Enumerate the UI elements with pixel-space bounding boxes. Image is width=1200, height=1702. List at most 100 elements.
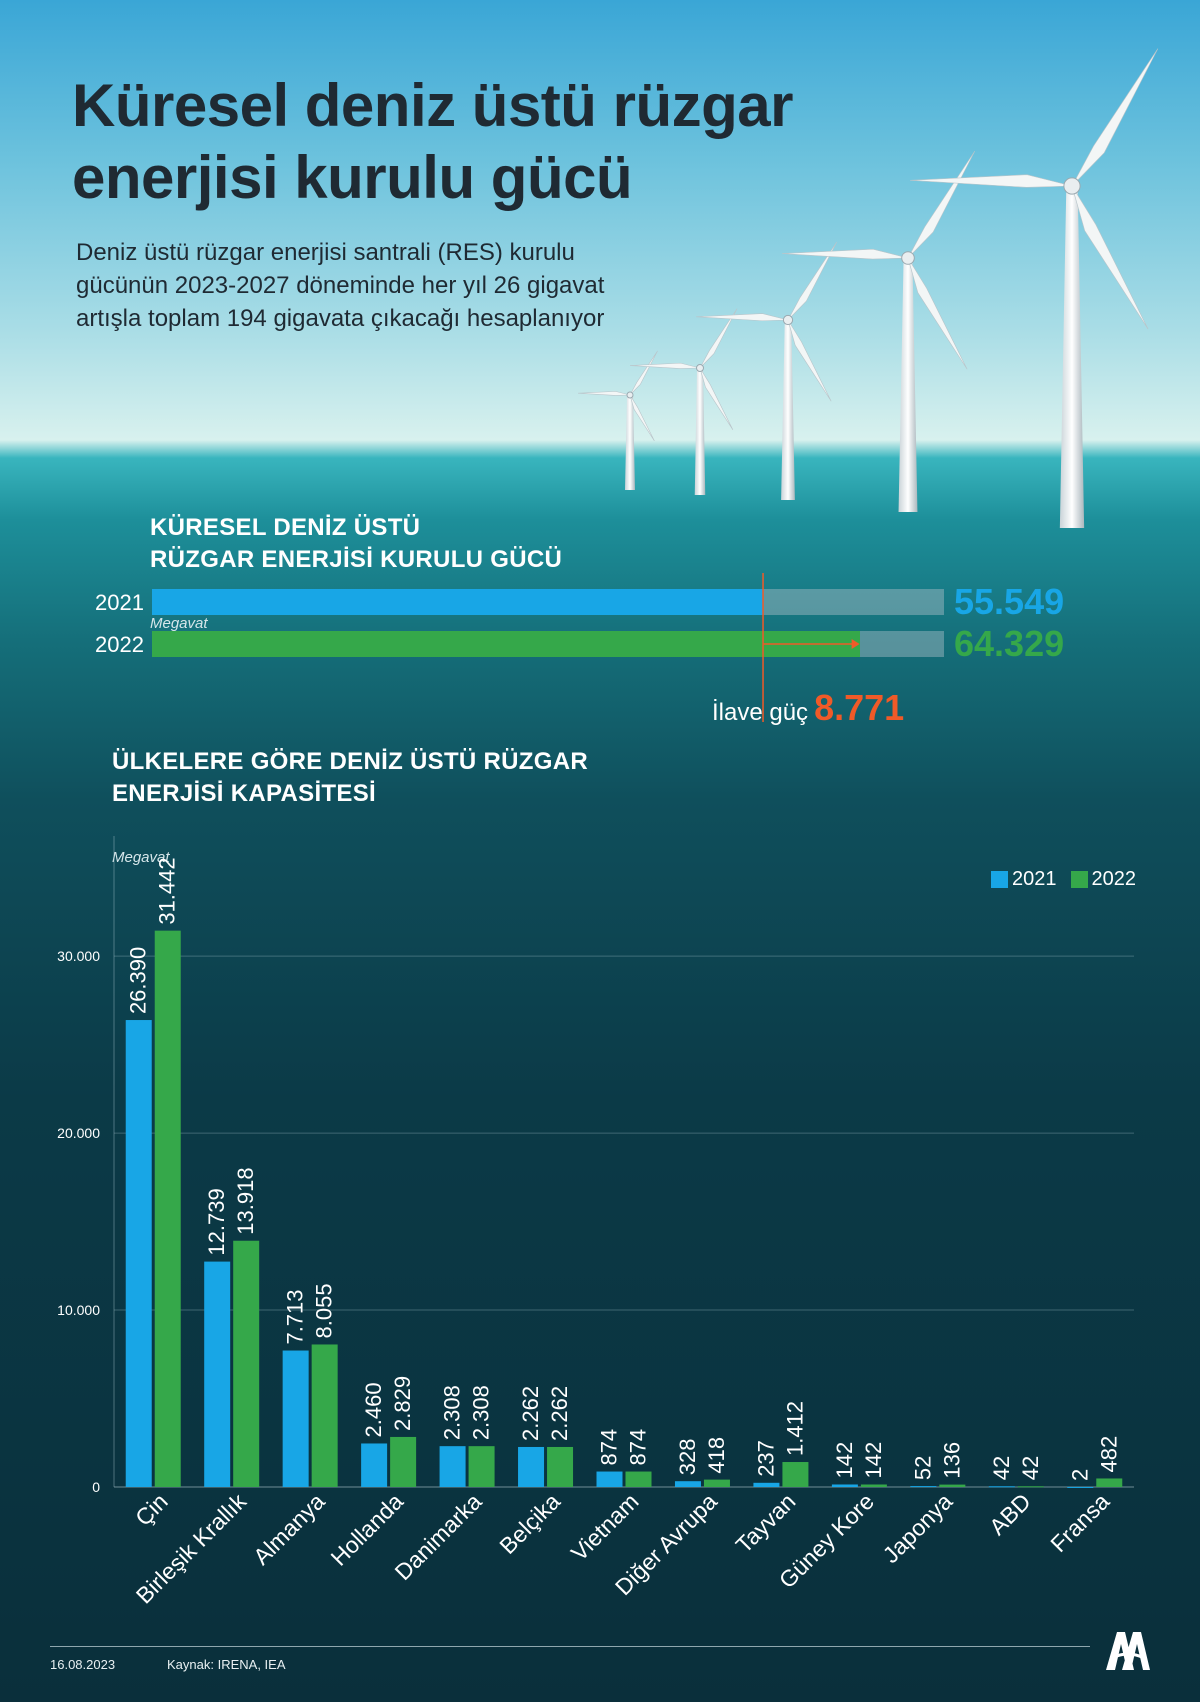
bar-value-label: 2.829 bbox=[390, 1376, 415, 1431]
additional-capacity-annotation: İlave güç 8.771 bbox=[712, 688, 904, 733]
legend-swatch-2021 bbox=[991, 871, 1008, 888]
bar-value-label: 142 bbox=[832, 1442, 857, 1479]
bar-value-label: 2 bbox=[1067, 1469, 1092, 1481]
bar-2022 bbox=[547, 1446, 574, 1487]
bar-value-label: 42 bbox=[989, 1456, 1014, 1480]
legend-label-2021: 2021 bbox=[1012, 868, 1057, 890]
global-bar-2021 bbox=[152, 589, 764, 615]
bar-2021 bbox=[674, 1481, 701, 1487]
wind-turbine-icon bbox=[696, 241, 838, 500]
category-label: Tayvan bbox=[731, 1488, 801, 1558]
legend-item-2022: 2022 bbox=[1070, 868, 1137, 891]
bar-2021 bbox=[1067, 1486, 1094, 1488]
y-tick-label: 20.000 bbox=[57, 1125, 100, 1142]
bar-2021 bbox=[204, 1261, 231, 1487]
bar-2021 bbox=[439, 1446, 466, 1487]
global-value-2021: 55.549 bbox=[954, 581, 1065, 622]
bar-2022 bbox=[468, 1446, 495, 1487]
bar-value-label: 142 bbox=[861, 1442, 886, 1479]
bar-2021 bbox=[831, 1484, 858, 1487]
country-capacity-title: ÜLKELERE GÖRE DENİZ ÜSTÜ RÜZGAR ENERJİSİ… bbox=[112, 746, 588, 874]
bar-2021 bbox=[988, 1486, 1015, 1488]
bar-value-label: 136 bbox=[939, 1442, 964, 1479]
bar-value-label: 26.390 bbox=[126, 947, 151, 1014]
global-value-2022: 64.329 bbox=[954, 623, 1065, 664]
bar-value-label: 418 bbox=[704, 1437, 729, 1474]
global-capacity-title: KÜRESEL DENİZ ÜSTÜ RÜZGAR ENERJİSİ KURUL… bbox=[150, 512, 562, 640]
bar-2022 bbox=[625, 1471, 652, 1487]
bar-value-label: 874 bbox=[597, 1429, 622, 1466]
legend-label-2022: 2022 bbox=[1091, 868, 1137, 890]
page-subtitle: Deniz üstü rüzgar enerjisi santrali (RES… bbox=[76, 239, 605, 332]
bar-value-label: 1.412 bbox=[782, 1401, 807, 1456]
category-label: ABD bbox=[984, 1488, 1036, 1540]
bar-value-label: 8.055 bbox=[312, 1283, 337, 1338]
bar-2021 bbox=[282, 1350, 309, 1487]
wind-turbine-icon bbox=[782, 150, 976, 512]
bar-2021 bbox=[753, 1482, 780, 1487]
chart-legend: 2021 2022 bbox=[991, 868, 1136, 891]
bar-2022 bbox=[154, 930, 181, 1487]
global-capacity-title-line: RÜZGAR ENERJİSİ KURULU GÜCÜ Megavat bbox=[150, 544, 562, 640]
bar-value-label: 2.308 bbox=[469, 1385, 494, 1440]
y-tick-label: 10.000 bbox=[57, 1302, 100, 1319]
bar-2022 bbox=[939, 1484, 966, 1487]
y-tick-label: 0 bbox=[92, 1479, 100, 1495]
bar-value-label: 874 bbox=[626, 1429, 651, 1466]
bar-2022 bbox=[311, 1344, 338, 1487]
category-label: Hollanda bbox=[326, 1488, 409, 1571]
year-label-2022: 2022 bbox=[95, 632, 144, 657]
global-bar-2022 bbox=[152, 631, 860, 657]
page-title: Küresel deniz üstü rüzgar enerjisi kurul… bbox=[72, 70, 793, 214]
bar-2022 bbox=[860, 1484, 887, 1487]
country-capacity-unit: Megavat bbox=[112, 849, 170, 866]
category-label: Belçika bbox=[494, 1488, 565, 1559]
arrow-head-icon bbox=[851, 639, 860, 649]
bar-value-label: 237 bbox=[753, 1440, 778, 1477]
bar-value-label: 31.442 bbox=[155, 857, 180, 924]
category-label: Çin bbox=[130, 1488, 173, 1531]
category-label: Vietnam bbox=[566, 1488, 644, 1566]
footer-date: 16.08.2023 bbox=[50, 1657, 116, 1672]
agency-logo-icon bbox=[1106, 1632, 1150, 1670]
bar-value-label: 2.262 bbox=[518, 1386, 543, 1441]
bar-value-label: 42 bbox=[1018, 1456, 1043, 1480]
bar-value-label: 13.918 bbox=[233, 1167, 258, 1234]
bar-value-label: 7.713 bbox=[283, 1289, 308, 1344]
bar-2021 bbox=[361, 1443, 388, 1487]
country-capacity-title-line: ENERJİSİ KAPASİTESİ Megavat bbox=[112, 778, 588, 874]
wind-turbines-illustration bbox=[578, 48, 1159, 528]
bar-2021 bbox=[596, 1471, 623, 1487]
bar-value-label: 12.739 bbox=[204, 1188, 229, 1255]
bar-2021 bbox=[125, 1020, 152, 1487]
bar-2021 bbox=[910, 1486, 937, 1488]
additional-capacity-label: İlave güç bbox=[712, 699, 809, 726]
year-label-2021: 2021 bbox=[95, 590, 144, 615]
wind-turbine-icon bbox=[630, 308, 738, 495]
additional-capacity-value: 8.771 bbox=[814, 687, 905, 728]
bar-2022 bbox=[390, 1436, 417, 1487]
global-capacity-unit: Megavat bbox=[150, 615, 208, 632]
bar-2022 bbox=[782, 1462, 809, 1487]
y-tick-label: 30.000 bbox=[57, 948, 100, 965]
country-capacity-title-line: ÜLKELERE GÖRE DENİZ ÜSTÜ RÜZGAR bbox=[112, 748, 588, 775]
bar-value-label: 2.262 bbox=[547, 1386, 572, 1441]
bar-value-label: 2.460 bbox=[361, 1382, 386, 1437]
bar-value-label: 482 bbox=[1096, 1436, 1121, 1473]
footer-divider bbox=[50, 1646, 1090, 1647]
legend-item-2021: 2021 bbox=[991, 868, 1057, 891]
global-annotation-lines bbox=[762, 573, 860, 722]
category-label: Japonya bbox=[878, 1488, 958, 1568]
bar-value-label: 328 bbox=[675, 1438, 700, 1475]
bar-2022 bbox=[233, 1240, 260, 1487]
bar-value-label: 52 bbox=[910, 1456, 935, 1480]
bar-value-label: 2.308 bbox=[440, 1385, 465, 1440]
bar-2021 bbox=[518, 1446, 545, 1487]
title-line: Küresel deniz üstü rüzgar bbox=[72, 72, 793, 139]
bar-2022 bbox=[703, 1479, 730, 1487]
bar-2022 bbox=[1017, 1486, 1044, 1488]
bar-2022 bbox=[1096, 1478, 1123, 1487]
legend-swatch-2022 bbox=[1070, 871, 1088, 888]
